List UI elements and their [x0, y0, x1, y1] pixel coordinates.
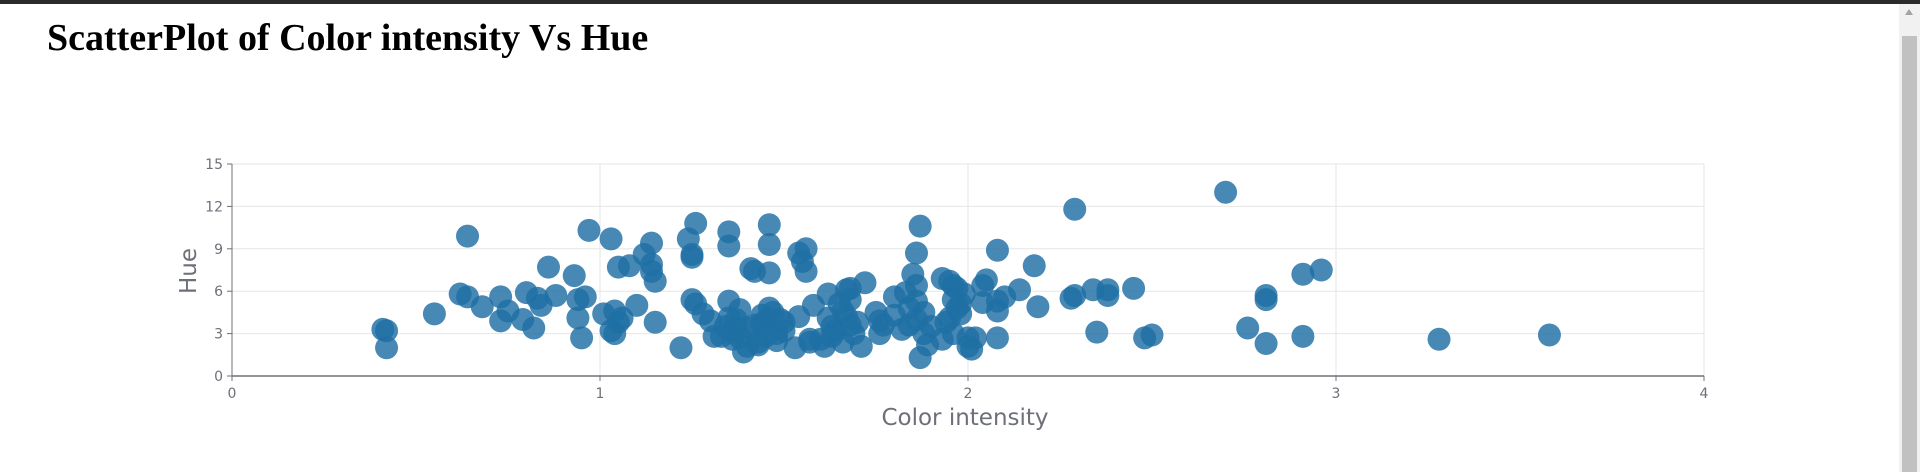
y-tick-label: 0: [214, 369, 223, 385]
scatter-point[interactable]: [985, 238, 1009, 262]
scatter-point[interactable]: [949, 302, 973, 326]
x-tick-label: 2: [964, 386, 973, 402]
scatter-point[interactable]: [1122, 276, 1146, 300]
scatter-point[interactable]: [522, 316, 546, 340]
scatter-point[interactable]: [757, 213, 781, 237]
scroll-thumb[interactable]: [1902, 36, 1917, 472]
scatter-point[interactable]: [952, 282, 976, 306]
scatter-point[interactable]: [680, 245, 704, 269]
scatter-point[interactable]: [1309, 258, 1333, 282]
scatter-point[interactable]: [1063, 197, 1087, 221]
scatter-point[interactable]: [846, 310, 870, 334]
scatter-point[interactable]: [566, 306, 590, 330]
scatter-point[interactable]: [456, 224, 480, 248]
page-title: ScatterPlot of Color intensity Vs Hue: [47, 17, 649, 59]
scatter-point[interactable]: [757, 233, 781, 257]
scatter-point[interactable]: [570, 326, 594, 350]
x-tick-label: 3: [1332, 386, 1341, 402]
y-tick-label: 12: [205, 199, 223, 215]
scatter-point[interactable]: [794, 259, 818, 283]
scatter-point[interactable]: [643, 269, 667, 293]
scroll-up-arrow-icon[interactable]: [1905, 9, 1913, 15]
scatter-point[interactable]: [684, 211, 708, 235]
scatter-point[interactable]: [544, 283, 568, 307]
scatter-point[interactable]: [375, 336, 399, 360]
scatter-point[interactable]: [1254, 331, 1278, 355]
y-axis-title: Hue: [176, 248, 202, 294]
scatter-point[interactable]: [1291, 262, 1315, 286]
vertical-scrollbar[interactable]: [1899, 4, 1920, 472]
scatter-point[interactable]: [562, 264, 586, 288]
scatter-point[interactable]: [640, 231, 664, 255]
scatter-point[interactable]: [1008, 278, 1032, 302]
scatter-point[interactable]: [573, 285, 597, 309]
scatter-point[interactable]: [1085, 320, 1109, 344]
scatter-point[interactable]: [717, 234, 741, 258]
scatter-point[interactable]: [904, 241, 928, 265]
browser-top-bar: [0, 0, 1920, 4]
scatter-point[interactable]: [853, 271, 877, 295]
scatter-point[interactable]: [1427, 327, 1451, 351]
scatter-point[interactable]: [577, 218, 601, 242]
scatter-point[interactable]: [963, 326, 987, 350]
scatter-point[interactable]: [599, 227, 623, 251]
scatter-point[interactable]: [625, 293, 649, 317]
scatter-point[interactable]: [1537, 323, 1561, 347]
scatter-point[interactable]: [1254, 288, 1278, 312]
scatter-point[interactable]: [1096, 283, 1120, 307]
scatter-point[interactable]: [1291, 324, 1315, 348]
scatter-point[interactable]: [643, 310, 667, 334]
y-tick-label: 6: [214, 284, 223, 300]
scatter-point[interactable]: [1063, 283, 1087, 307]
y-tick-label: 15: [205, 157, 223, 173]
scatter-point[interactable]: [536, 255, 560, 279]
scatter-point[interactable]: [470, 295, 494, 319]
x-axis-title: Color intensity: [881, 405, 1048, 431]
y-tick-label: 3: [214, 327, 223, 343]
scatter-point[interactable]: [1236, 316, 1260, 340]
scatter-point[interactable]: [985, 326, 1009, 350]
scatter-point[interactable]: [728, 298, 752, 322]
scatter-point[interactable]: [974, 268, 998, 292]
scatter-point[interactable]: [1026, 295, 1050, 319]
x-tick-label: 1: [596, 386, 605, 402]
points-layer: [371, 180, 1561, 370]
scatter-point[interactable]: [849, 334, 873, 358]
y-tick-label: 9: [214, 242, 223, 258]
scatter-point[interactable]: [1140, 323, 1164, 347]
scatter-point[interactable]: [794, 237, 818, 261]
scatter-point[interactable]: [1022, 254, 1046, 278]
scatter-point[interactable]: [1214, 180, 1238, 204]
scatter-point[interactable]: [908, 214, 932, 238]
scatter-point[interactable]: [375, 319, 399, 343]
x-tick-label: 4: [1700, 386, 1709, 402]
scatter-point[interactable]: [422, 302, 446, 326]
x-tick-label: 0: [228, 386, 237, 402]
scatter-point[interactable]: [669, 336, 693, 360]
scatter-point[interactable]: [757, 261, 781, 285]
